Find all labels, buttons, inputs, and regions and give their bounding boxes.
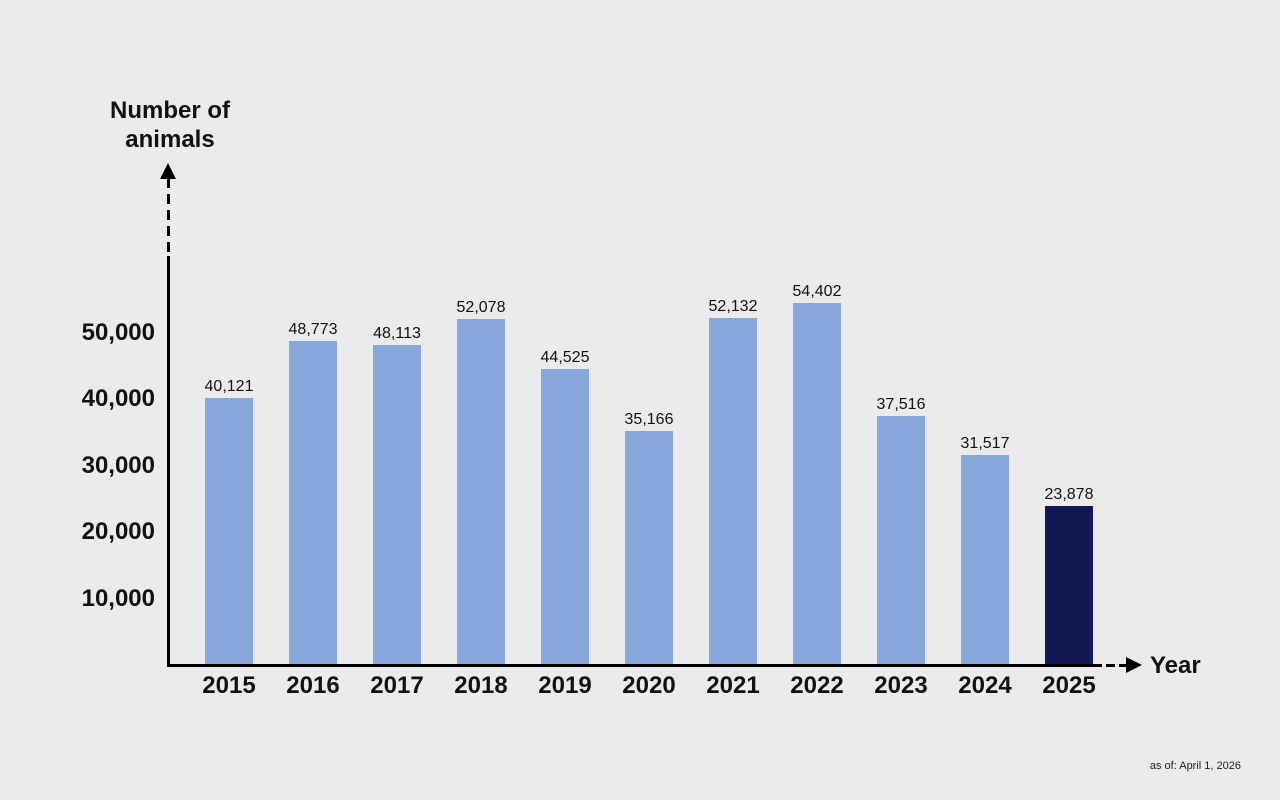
bar-2015 [205, 398, 253, 665]
x-tick-label: 2017 [370, 672, 424, 699]
x-tick-label: 2022 [790, 672, 844, 699]
x-tick-label: 2020 [622, 672, 676, 699]
bar-value-label: 31,517 [960, 435, 1010, 453]
x-tick-label: 2019 [538, 672, 592, 699]
bar-value-label: 35,166 [624, 411, 674, 429]
bar-2024 [961, 455, 1009, 665]
y-tick-label: 40,000 [81, 385, 155, 412]
y-tick-label: 10,000 [81, 584, 155, 612]
bar-2022 [793, 303, 841, 665]
y-tick-label: 30,000 [81, 451, 155, 479]
y-axis-line [167, 256, 170, 667]
x-tick-label: 2024 [958, 672, 1012, 699]
x-axis-line [167, 664, 1093, 667]
bar-2025 [1045, 506, 1093, 665]
bar-value-label: 23,878 [1044, 486, 1094, 504]
bar-value-label: 52,078 [456, 298, 506, 316]
x-tick-label: 2021 [706, 672, 760, 699]
y-axis-title: Number of animals [110, 97, 230, 153]
bar-2017 [373, 345, 421, 665]
bar-value-label: 48,113 [373, 325, 421, 343]
bar-2023 [877, 415, 925, 665]
y-axis-arrow-icon [160, 163, 176, 179]
x-tick-label: 2023 [874, 672, 928, 699]
y-tick-label: 20,000 [81, 518, 155, 545]
bar-value-label: 37,516 [876, 395, 926, 413]
bar-value-label: 48,773 [288, 320, 338, 338]
bar-2021 [709, 318, 757, 665]
bar-2018 [457, 318, 505, 665]
x-axis-dashed-extension [1093, 664, 1127, 667]
bar-value-label: 44,525 [540, 348, 590, 366]
x-tick-label: 2016 [286, 672, 340, 699]
x-axis-title: Year [1150, 652, 1201, 679]
x-tick-label: 2015 [202, 672, 256, 699]
x-axis-arrow-icon [1126, 657, 1142, 673]
bar-value-label: 52,132 [708, 298, 758, 316]
y-tick-label: 50,000 [81, 318, 155, 346]
bar-value-label: 54,402 [792, 283, 842, 301]
bar-2020 [625, 431, 673, 665]
bar-value-label: 40,121 [204, 378, 254, 396]
bar-2016 [289, 340, 337, 665]
y-axis-dashed-extension [167, 178, 170, 258]
bar-2019 [541, 368, 589, 665]
x-tick-label: 2025 [1042, 672, 1096, 699]
x-tick-label: 2018 [454, 672, 508, 699]
as-of-date-note: as of: April 1, 2026 [1149, 760, 1241, 772]
